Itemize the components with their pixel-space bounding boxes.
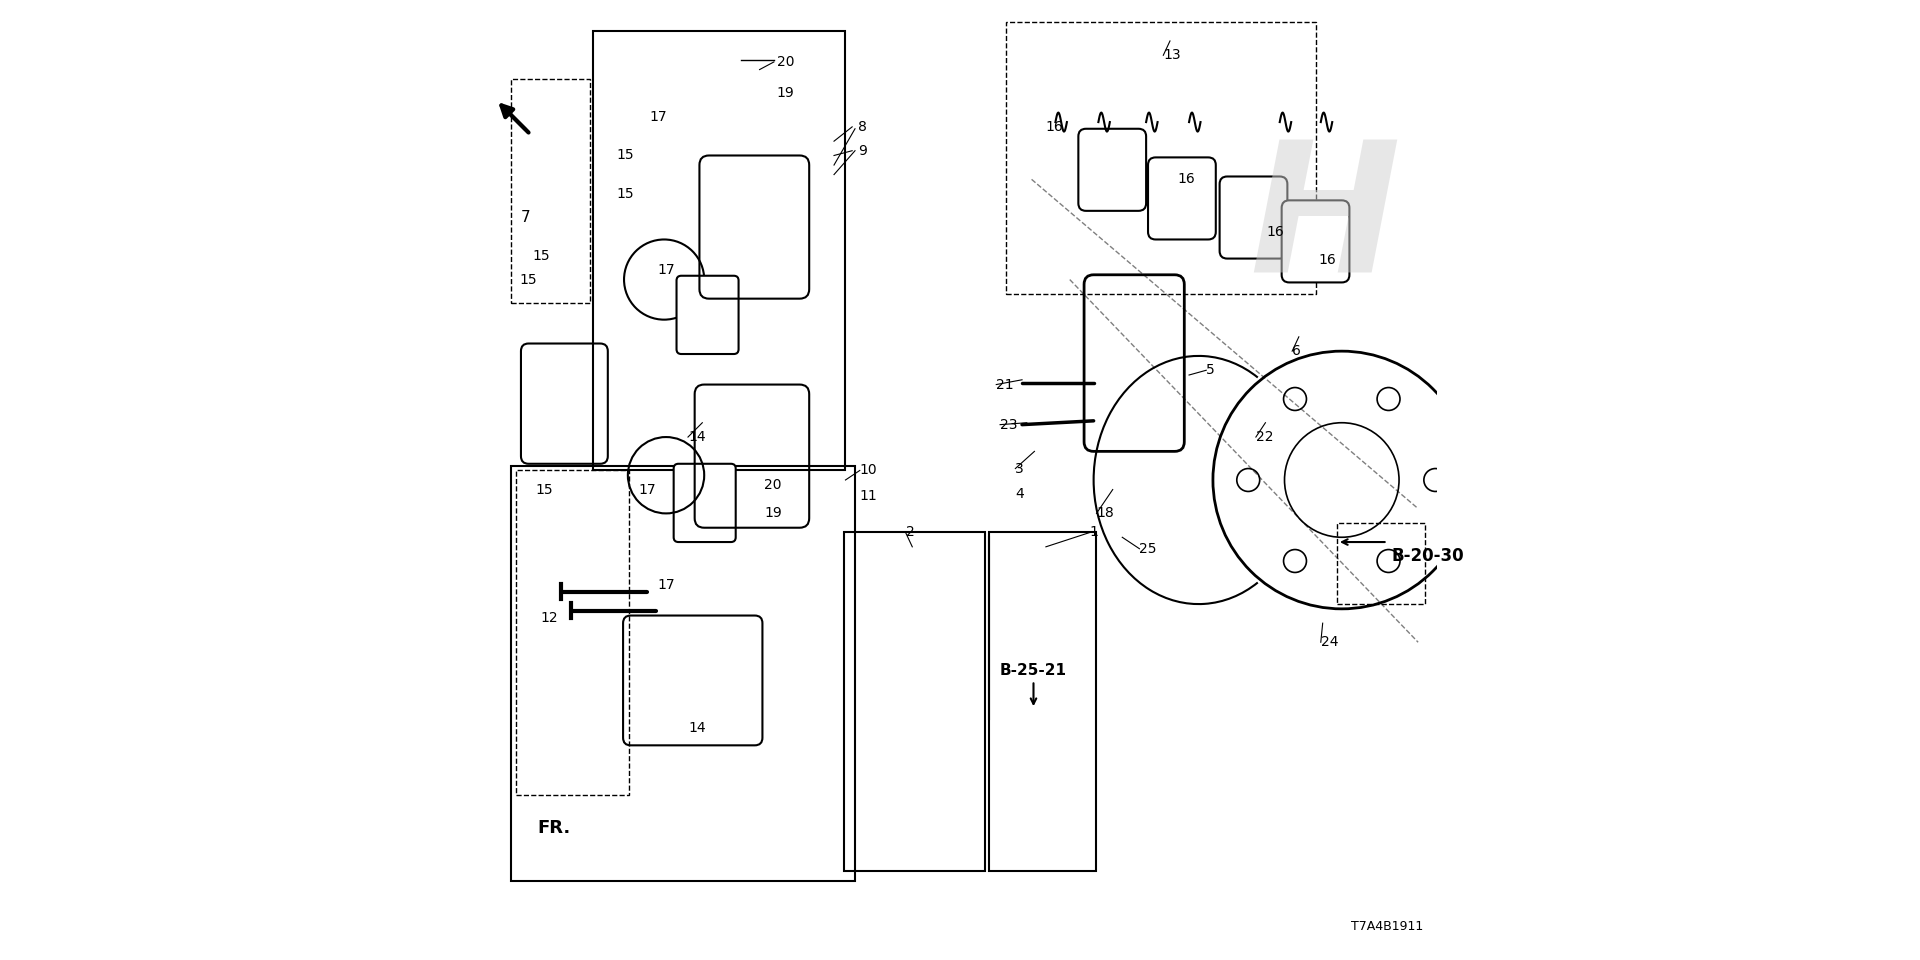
Text: 17: 17 bbox=[657, 263, 676, 277]
Text: 24: 24 bbox=[1321, 636, 1338, 649]
Text: 23: 23 bbox=[1000, 418, 1018, 432]
Circle shape bbox=[1284, 549, 1306, 572]
Text: 19: 19 bbox=[764, 507, 781, 520]
Text: 14: 14 bbox=[687, 721, 707, 735]
Bar bbox=[511, 466, 854, 881]
Text: 17: 17 bbox=[637, 483, 657, 496]
Bar bbox=[1336, 523, 1425, 604]
Text: 17: 17 bbox=[649, 110, 668, 124]
Text: 9: 9 bbox=[858, 144, 866, 157]
Text: H: H bbox=[1250, 134, 1400, 310]
FancyBboxPatch shape bbox=[676, 276, 739, 354]
Text: 1: 1 bbox=[1091, 525, 1098, 540]
Text: 13: 13 bbox=[1164, 48, 1181, 62]
Text: 16: 16 bbox=[1319, 253, 1336, 268]
Text: 14: 14 bbox=[687, 430, 707, 444]
Bar bbox=[1006, 22, 1315, 294]
Text: 3: 3 bbox=[1016, 462, 1023, 475]
Text: 21: 21 bbox=[996, 377, 1014, 392]
Text: 15: 15 bbox=[518, 273, 538, 287]
Text: 17: 17 bbox=[657, 578, 676, 592]
Text: 16: 16 bbox=[1046, 120, 1064, 133]
Text: 19: 19 bbox=[778, 86, 795, 101]
Text: 16: 16 bbox=[1177, 173, 1196, 186]
Bar bbox=[516, 470, 630, 795]
FancyBboxPatch shape bbox=[1219, 177, 1288, 258]
Circle shape bbox=[1377, 549, 1400, 572]
Text: 8: 8 bbox=[858, 120, 866, 133]
Circle shape bbox=[1236, 468, 1260, 492]
Text: 5: 5 bbox=[1206, 363, 1215, 377]
FancyBboxPatch shape bbox=[1079, 129, 1146, 211]
Text: 25: 25 bbox=[1139, 541, 1158, 556]
Text: 22: 22 bbox=[1256, 430, 1273, 444]
Text: 16: 16 bbox=[1267, 225, 1284, 239]
Text: B-25-21: B-25-21 bbox=[1000, 663, 1068, 679]
FancyBboxPatch shape bbox=[1148, 157, 1215, 239]
Text: 4: 4 bbox=[1016, 488, 1023, 501]
Text: 20: 20 bbox=[764, 478, 781, 492]
Text: 2: 2 bbox=[906, 525, 914, 540]
Text: 12: 12 bbox=[540, 612, 557, 625]
Bar bbox=[593, 32, 845, 470]
Text: 15: 15 bbox=[536, 483, 553, 496]
Text: 15: 15 bbox=[616, 186, 634, 201]
FancyBboxPatch shape bbox=[1283, 201, 1350, 282]
Text: 7: 7 bbox=[520, 210, 530, 225]
Text: 20: 20 bbox=[778, 55, 795, 69]
Text: 15: 15 bbox=[616, 149, 634, 162]
Text: 11: 11 bbox=[860, 490, 877, 503]
Text: 15: 15 bbox=[532, 249, 549, 263]
Text: B-20-30: B-20-30 bbox=[1392, 547, 1465, 565]
Text: FR.: FR. bbox=[538, 820, 570, 837]
Text: T7A4B1911: T7A4B1911 bbox=[1350, 921, 1423, 933]
Text: 6: 6 bbox=[1292, 344, 1302, 358]
Circle shape bbox=[1425, 468, 1448, 492]
Bar bbox=[843, 533, 985, 872]
Bar bbox=[511, 79, 589, 303]
Circle shape bbox=[1377, 388, 1400, 411]
FancyBboxPatch shape bbox=[674, 464, 735, 542]
Text: 18: 18 bbox=[1096, 507, 1114, 520]
Bar bbox=[989, 533, 1096, 872]
Text: 10: 10 bbox=[860, 464, 877, 477]
Circle shape bbox=[1284, 388, 1306, 411]
